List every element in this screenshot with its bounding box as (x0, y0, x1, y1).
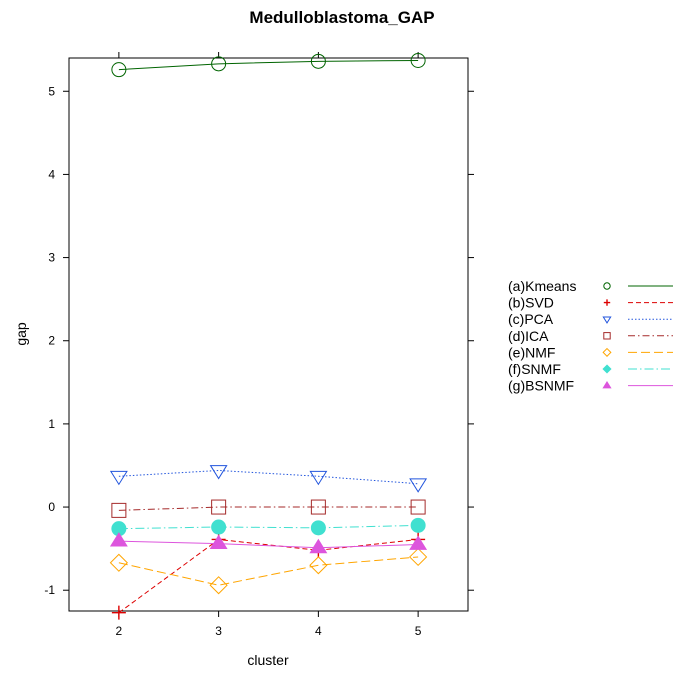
x-axis-label: cluster (247, 652, 289, 668)
legend-item: (c)PCA (508, 311, 673, 327)
series-3 (111, 499, 426, 518)
legend-marker (603, 332, 611, 340)
legend-label: (a)Kmeans (508, 278, 576, 294)
chart-title: Medulloblastoma_GAP (249, 8, 434, 27)
data-point (310, 520, 326, 536)
legend-item: (f)SNMF (508, 361, 673, 377)
legend-marker (602, 316, 612, 324)
data-point (211, 56, 227, 72)
series-5 (111, 517, 426, 537)
data-point (209, 465, 228, 480)
legend-label: (e)NMF (508, 344, 555, 360)
data-point (410, 517, 426, 533)
y-axis-label: gap (13, 322, 29, 346)
data-point (209, 534, 228, 550)
legend: (a)Kmeans(b)SVD(c)PCA(d)ICA(e)NMF(f)SNMF… (508, 278, 673, 394)
legend-label: (c)PCA (508, 311, 554, 327)
legend-marker (603, 299, 611, 306)
legend-item: (d)ICA (508, 328, 673, 344)
x-tick-label: 3 (215, 624, 222, 638)
data-point (309, 470, 328, 486)
legend-item: (b)SVD (508, 295, 673, 311)
legend-label: (g)BSNMF (508, 378, 574, 394)
legend-marker (602, 347, 612, 357)
data-point (410, 52, 426, 68)
x-tick-label: 4 (315, 624, 322, 638)
series-line (118, 524, 419, 530)
legend-item: (g)BSNMF (508, 378, 673, 394)
data-point (410, 499, 426, 515)
data-point (209, 576, 228, 595)
data-point (309, 538, 328, 554)
y-tick-label: 4 (48, 167, 55, 181)
data-point (111, 62, 127, 78)
series-2 (109, 465, 428, 493)
y-tick-label: -1 (44, 583, 55, 597)
data-point (111, 605, 126, 620)
y-tick-label: 3 (48, 251, 55, 265)
legend-label: (f)SNMF (508, 361, 561, 377)
y-tick-label: 1 (48, 417, 55, 431)
y-tick-label: 5 (48, 84, 55, 98)
data-point (409, 547, 428, 567)
data-point (409, 535, 428, 550)
data-point (211, 519, 227, 535)
series-line (118, 538, 419, 614)
y-tick-label: 2 (48, 334, 55, 348)
series-4 (109, 547, 428, 595)
series-0 (111, 52, 426, 78)
y-tick-label: 0 (48, 500, 55, 514)
series-6 (109, 532, 428, 554)
series-line (118, 556, 419, 586)
data-point (109, 553, 128, 572)
series-line (118, 59, 419, 71)
x-tick-label: 5 (415, 624, 422, 638)
data-point (310, 53, 326, 69)
data-point (310, 499, 326, 515)
series-layer (109, 52, 428, 620)
data-point (409, 478, 428, 493)
legend-item: (e)NMF (508, 344, 673, 360)
y-axis: -1 0 1 2 3 4 5 (44, 84, 474, 597)
legend-label: (d)ICA (508, 328, 549, 344)
plot-frame (68, 57, 469, 612)
legend-marker (603, 282, 611, 290)
data-point (109, 532, 128, 547)
legend-marker (602, 380, 612, 389)
data-point (109, 470, 128, 486)
legend-label: (b)SVD (508, 295, 554, 311)
x-axis: 2 3 4 5 (116, 52, 422, 638)
data-point (211, 499, 227, 515)
series-line (118, 506, 419, 511)
legend-marker (602, 364, 612, 374)
data-point (111, 502, 127, 518)
legend-item: (a)Kmeans (508, 278, 673, 294)
series-line (118, 540, 419, 549)
data-point (309, 556, 328, 575)
x-tick-label: 2 (116, 624, 123, 638)
series-line (118, 469, 419, 485)
